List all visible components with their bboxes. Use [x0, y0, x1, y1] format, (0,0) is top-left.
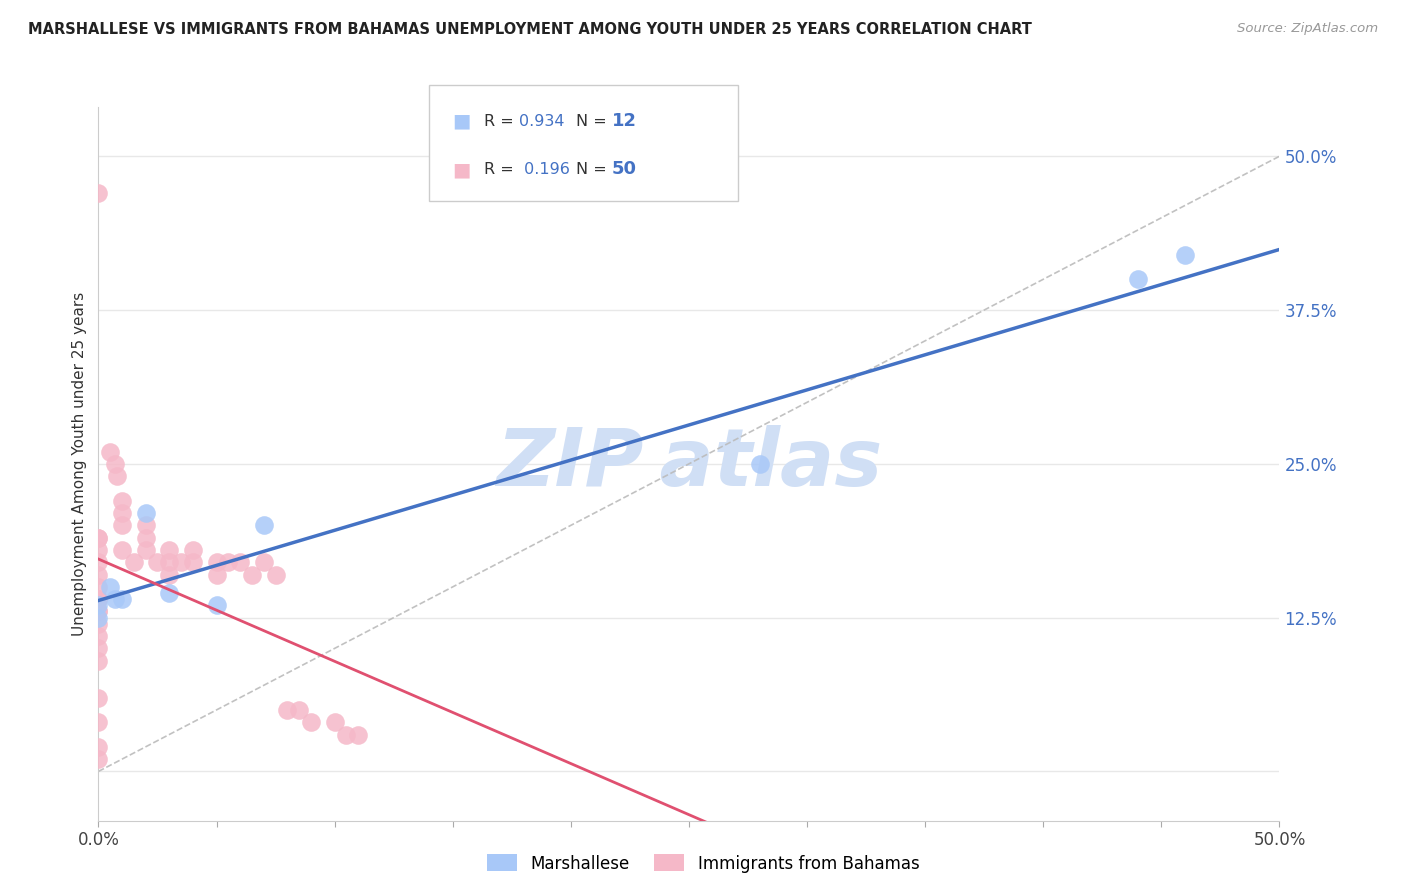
Point [217, 555, 239, 569]
Point [87, 752, 110, 766]
Text: ■: ■ [453, 160, 471, 179]
Point [135, 543, 157, 558]
Text: MARSHALLESE VS IMMIGRANTS FROM BAHAMAS UNEMPLOYMENT AMONG YOUTH UNDER 25 YEARS C: MARSHALLESE VS IMMIGRANTS FROM BAHAMAS U… [28, 22, 1032, 37]
Point [276, 703, 298, 717]
Point [87, 592, 110, 607]
Point [98, 580, 121, 594]
Point [111, 543, 134, 558]
Text: 50: 50 [612, 161, 637, 178]
Point [87, 531, 110, 545]
Point [181, 543, 204, 558]
Text: ZIP atlas: ZIP atlas [496, 425, 882, 503]
Y-axis label: Unemployment Among Youth under 25 years: Unemployment Among Youth under 25 years [72, 292, 87, 636]
Text: R =: R = [484, 162, 519, 177]
Point [87, 739, 110, 754]
Point [87, 567, 110, 582]
Point [323, 715, 346, 730]
Text: N =: N = [576, 162, 613, 177]
Point [111, 506, 134, 520]
Point [104, 592, 127, 607]
Point [87, 610, 110, 624]
Text: 0.934: 0.934 [519, 114, 564, 128]
Point [111, 493, 134, 508]
Text: R =: R = [484, 114, 519, 128]
Point [87, 641, 110, 656]
Point [748, 457, 770, 471]
Point [157, 555, 180, 569]
Point [87, 654, 110, 668]
Point [87, 690, 110, 705]
Point [181, 555, 204, 569]
Point [135, 531, 157, 545]
Legend: Marshallese, Immigrants from Bahamas: Marshallese, Immigrants from Bahamas [479, 847, 927, 880]
Point [229, 555, 252, 569]
Point [105, 469, 128, 483]
Point [111, 518, 134, 533]
Point [122, 555, 145, 569]
Point [157, 586, 180, 600]
Point [87, 592, 110, 607]
Point [104, 457, 127, 471]
Point [87, 605, 110, 619]
Point [264, 567, 287, 582]
Point [205, 599, 228, 613]
Text: 0.196: 0.196 [519, 162, 569, 177]
Point [1126, 272, 1149, 286]
Point [135, 506, 157, 520]
Point [253, 555, 276, 569]
Point [205, 567, 228, 582]
Point [157, 567, 180, 582]
Point [87, 555, 110, 569]
Point [98, 444, 121, 458]
Point [87, 531, 110, 545]
Point [335, 727, 357, 741]
Text: Source: ZipAtlas.com: Source: ZipAtlas.com [1237, 22, 1378, 36]
Text: 12: 12 [612, 112, 637, 130]
Point [87, 715, 110, 730]
Point [87, 605, 110, 619]
Point [299, 715, 322, 730]
Point [87, 616, 110, 631]
Point [135, 518, 157, 533]
Point [205, 555, 228, 569]
Point [157, 543, 180, 558]
Text: ■: ■ [453, 112, 471, 131]
Text: N =: N = [576, 114, 613, 128]
Point [170, 555, 193, 569]
Point [87, 599, 110, 613]
Point [87, 629, 110, 643]
Point [347, 727, 370, 741]
Point [240, 567, 263, 582]
Point [1174, 248, 1197, 262]
Point [87, 543, 110, 558]
Point [87, 580, 110, 594]
Point [146, 555, 169, 569]
Point [288, 703, 311, 717]
Point [87, 186, 110, 201]
Point [111, 592, 134, 607]
Point [253, 518, 276, 533]
